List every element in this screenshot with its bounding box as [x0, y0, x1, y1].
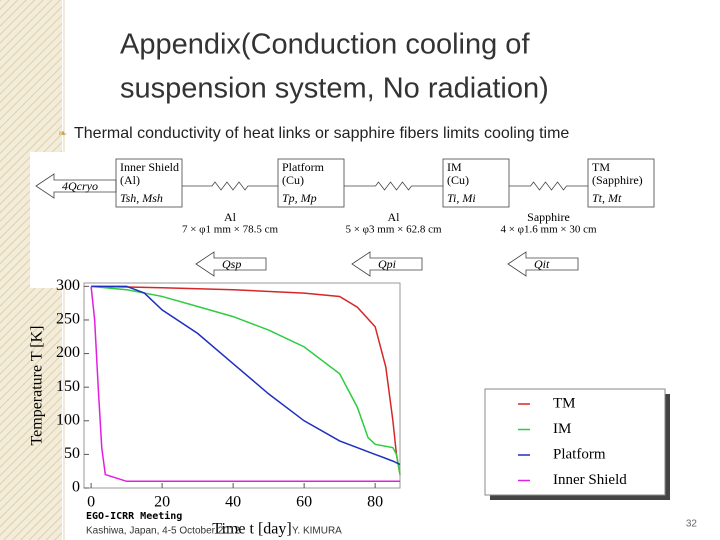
footer-author: Y. KIMURA: [292, 526, 342, 537]
legend-box: [484, 388, 666, 496]
node-material: (Cu): [447, 173, 469, 187]
diagram: Inner Shield(Al)Tsh, MshPlatform(Cu)Tp, …: [35, 158, 655, 277]
heat-flow: Qit: [534, 257, 550, 271]
resistor: [344, 181, 443, 191]
bullet-marker: ❧: [58, 128, 67, 140]
heat-arrow: [195, 251, 267, 277]
node-material: (Al): [120, 173, 140, 187]
y-axis-label: Temperature T [K]: [29, 325, 46, 445]
x-axis-label: Time t [day]: [212, 521, 291, 538]
x-tick-label: 20: [154, 494, 170, 511]
y-tick-label: 50: [64, 445, 80, 462]
heat-flow: 4Qcryo: [62, 179, 98, 193]
y-tick-label: 150: [56, 378, 80, 395]
title-line: Appendix(Conduction cooling of: [120, 29, 530, 61]
node-box: [277, 158, 345, 208]
node-vars: Tt, Mt: [592, 191, 622, 205]
resistor: [509, 181, 588, 191]
y-tick-label: 200: [56, 344, 80, 361]
legend-label: Inner Shield: [553, 472, 627, 488]
link-material: Sapphire: [527, 210, 570, 224]
node-material: (Sapphire): [592, 173, 643, 187]
node-box: [587, 158, 655, 208]
link-size: 4 × φ1.6 mm × 30 cm: [500, 224, 597, 236]
node-box: [442, 158, 510, 208]
link-size: 5 × φ3 mm × 62.8 cm: [345, 224, 442, 236]
link-size: 7 × φ1 mm × 78.5 cm: [182, 224, 279, 236]
diagram-panel: [30, 152, 660, 288]
plot-area: [83, 282, 401, 489]
node-material: (Cu): [282, 173, 304, 187]
heat-arrow: [507, 251, 579, 277]
x-tick-label: 60: [296, 494, 312, 511]
node-vars: Ti, Mi: [447, 191, 476, 205]
y-tick-label: 250: [56, 311, 80, 328]
page-number: 32: [686, 519, 698, 530]
series-line: [91, 285, 401, 475]
bullet-text: Thermal conductivity of heat links or sa…: [74, 125, 569, 142]
node-name: TM: [592, 160, 610, 174]
x-tick-label: 80: [367, 494, 383, 511]
y-tick-label: 300: [56, 277, 80, 294]
node-name: IM: [447, 160, 462, 174]
legend-label: TM: [553, 395, 576, 411]
heat-arrow: [35, 173, 117, 199]
node-vars: Tsh, Msh: [120, 191, 163, 205]
heat-flow: Qsp: [222, 257, 241, 271]
legend-label: IM: [553, 421, 571, 437]
link-material: Al: [388, 210, 401, 224]
node-name: Platform: [282, 160, 325, 174]
title-line: suspension system, No radiation): [120, 73, 549, 105]
link-material: Al: [224, 210, 237, 224]
resistor: [182, 181, 278, 191]
series-line: [91, 285, 401, 475]
y-tick-label: 0: [72, 479, 80, 496]
legend: TM IM Platform Inner Shield: [518, 395, 627, 488]
heat-flow: Qpi: [378, 257, 396, 271]
heat-arrow: [351, 251, 423, 277]
y-tick-label: 100: [56, 411, 80, 428]
x-tick-label: 40: [225, 494, 241, 511]
series-line: [91, 285, 401, 466]
node-vars: Tp, Mp: [282, 191, 317, 205]
x-tick-label: 0: [87, 494, 95, 511]
footer-place: Kashiwa, Japan, 4-5 October 2012: [86, 526, 240, 537]
legend-label: Platform: [553, 446, 606, 462]
chart: 0 50 100 150 200 250 300 0 20 40 60 80 Temperature T…: [29, 277, 401, 538]
footer-meeting: EGO-ICRR Meeting: [86, 510, 182, 522]
series-line: [90, 286, 400, 483]
node-name: Inner Shield: [120, 160, 179, 174]
